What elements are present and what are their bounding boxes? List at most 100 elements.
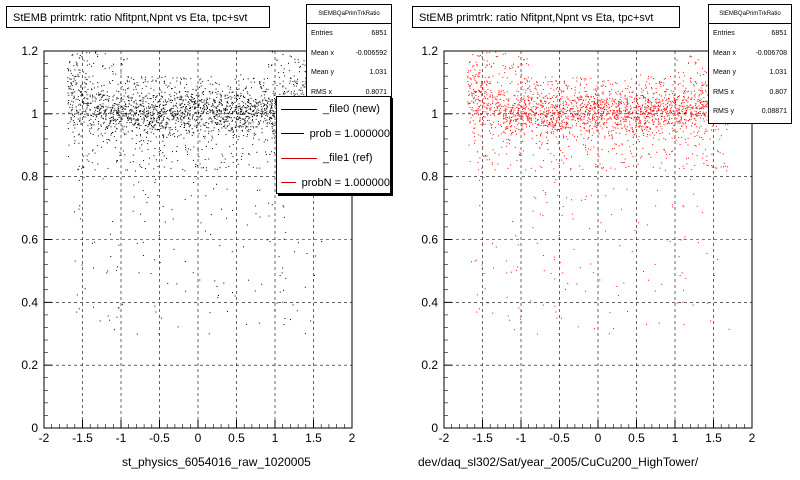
right-scatter-plot[interactable]: -2 -1.5 -1 -0.5 0 0.5 1 1.5 200.20.40.60.811.2	[400, 0, 800, 480]
scatter-point	[565, 100, 567, 102]
scatter-point	[122, 107, 124, 108]
scatter-point	[141, 167, 143, 168]
scatter-point	[648, 99, 650, 101]
scatter-point	[199, 140, 201, 142]
scatter-point	[224, 158, 226, 160]
left-scatter-plot[interactable]: -2 -1.5 -1 -0.5 0 0.5 1 1.5 200.20.40.60.811.2	[0, 0, 400, 480]
scatter-point	[576, 114, 578, 116]
scatter-point	[548, 103, 550, 105]
scatter-point	[611, 118, 612, 120]
scatter-point	[656, 111, 658, 113]
scatter-point	[216, 286, 218, 287]
scatter-point	[224, 124, 226, 126]
scatter-point	[536, 81, 537, 83]
scatter-point	[184, 125, 186, 127]
scatter-point	[253, 105, 255, 107]
scatter-point	[605, 99, 607, 101]
scatter-point	[189, 124, 191, 126]
scatter-point	[561, 109, 563, 111]
scatter-point	[193, 132, 195, 134]
scatter-point	[653, 92, 655, 94]
scatter-point	[250, 109, 252, 111]
scatter-point	[654, 106, 656, 107]
scatter-point	[79, 72, 81, 73]
scatter-point	[257, 108, 259, 110]
scatter-point	[122, 108, 124, 110]
scatter-point	[706, 85, 708, 86]
scatter-point	[631, 251, 633, 253]
scatter-point	[648, 279, 650, 281]
scatter-point	[81, 167, 83, 169]
scatter-point	[192, 114, 194, 116]
scatter-point	[559, 103, 561, 105]
scatter-point	[696, 106, 698, 108]
scatter-point	[253, 114, 255, 116]
scatter-point	[121, 117, 123, 119]
scatter-point	[261, 87, 263, 89]
scatter-point	[642, 89, 644, 91]
scatter-point	[184, 104, 186, 106]
scatter-point	[560, 128, 562, 129]
scatter-point	[676, 131, 678, 132]
scatter-point	[266, 125, 268, 127]
scatter-point	[245, 111, 247, 113]
scatter-point	[576, 77, 578, 79]
scatter-point	[229, 88, 231, 90]
scatter-point	[164, 76, 166, 78]
scatter-point	[629, 117, 631, 119]
scatter-point	[124, 134, 126, 136]
scatter-point	[210, 214, 212, 216]
scatter-point	[149, 157, 150, 159]
scatter-point	[173, 248, 175, 250]
scatter-point	[490, 90, 492, 92]
scatter-point	[119, 121, 120, 123]
scatter-point	[92, 83, 94, 85]
scatter-point	[705, 89, 706, 91]
scatter-point	[629, 111, 631, 113]
scatter-point	[150, 87, 152, 89]
scatter-point	[90, 114, 92, 116]
scatter-point	[553, 125, 555, 127]
scatter-point	[253, 137, 255, 139]
scatter-point	[563, 119, 565, 121]
scatter-point	[588, 110, 590, 112]
scatter-point	[662, 99, 664, 101]
scatter-point	[577, 110, 578, 112]
scatter-point	[231, 128, 233, 130]
scatter-point	[606, 119, 608, 121]
scatter-point	[99, 93, 101, 95]
scatter-point	[640, 95, 642, 96]
scatter-point	[602, 107, 604, 109]
scatter-point	[215, 108, 217, 110]
scatter-point	[73, 122, 75, 123]
legend-line-black	[281, 133, 304, 135]
scatter-point	[78, 133, 80, 135]
scatter-point	[131, 110, 133, 112]
scatter-point	[279, 291, 281, 293]
scatter-point	[164, 111, 166, 113]
scatter-point	[124, 154, 126, 156]
scatter-point	[144, 221, 146, 222]
scatter-point	[239, 120, 241, 122]
scatter-point	[122, 114, 124, 116]
x-tick-label: 0	[195, 431, 202, 445]
scatter-point	[93, 306, 94, 308]
scatter-point	[566, 96, 568, 98]
scatter-point	[646, 323, 647, 325]
scatter-point	[288, 70, 290, 72]
scatter-point	[626, 103, 628, 105]
scatter-point	[70, 92, 72, 94]
scatter-point	[614, 143, 616, 145]
scatter-point	[112, 99, 114, 101]
scatter-point	[240, 95, 242, 97]
scatter-point	[127, 120, 129, 121]
scatter-point	[602, 112, 604, 114]
scatter-point	[142, 122, 144, 124]
scatter-point	[664, 97, 666, 99]
scatter-point	[253, 115, 255, 117]
scatter-point	[699, 100, 701, 102]
scatter-point	[226, 94, 228, 96]
scatter-point	[573, 248, 575, 250]
scatter-point	[164, 128, 166, 130]
scatter-point	[512, 120, 514, 122]
